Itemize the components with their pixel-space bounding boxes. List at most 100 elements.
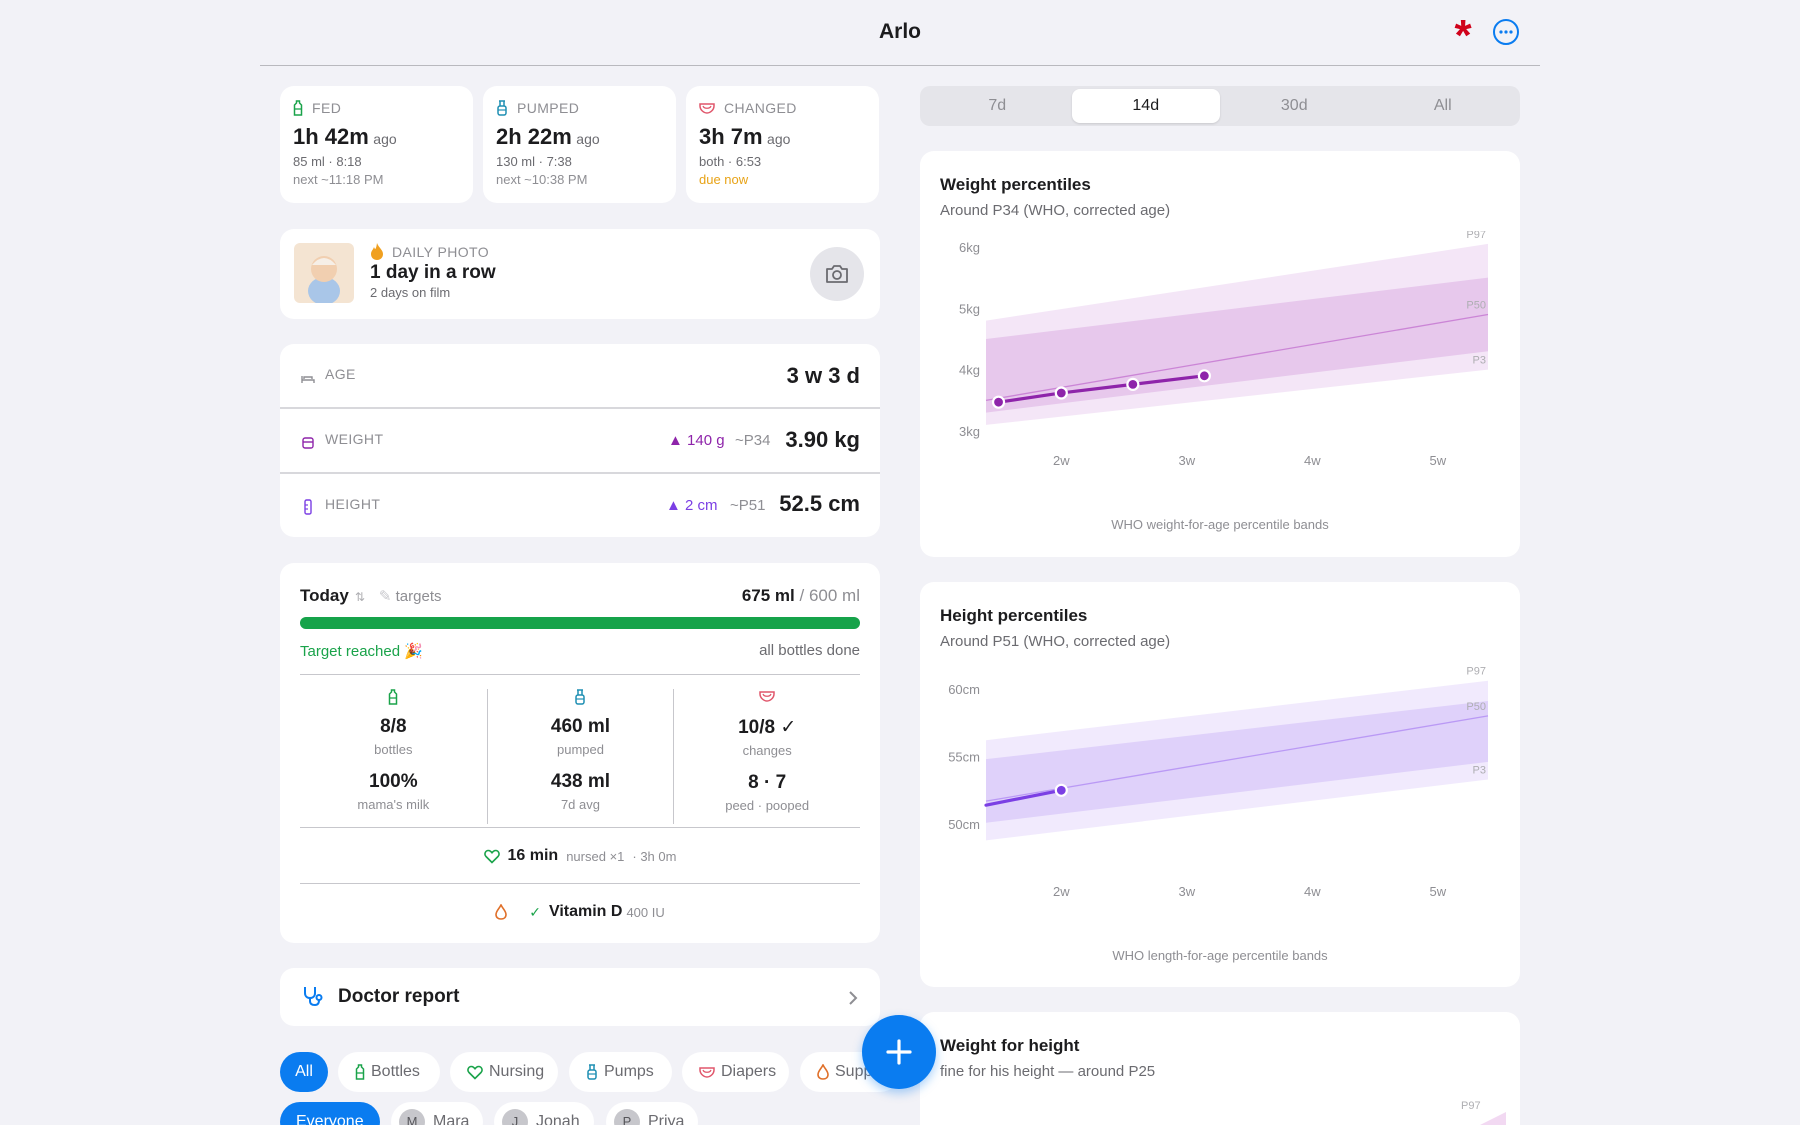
- today-amount: 675 ml: [741, 586, 795, 605]
- avatar: P: [614, 1109, 640, 1125]
- add-entry-button[interactable]: [862, 1015, 936, 1089]
- diaper-icon: [674, 689, 860, 709]
- chevron-right-icon: [849, 991, 858, 1005]
- camera-button[interactable]: [810, 247, 864, 301]
- age-row[interactable]: AGE 3 w 3 d: [280, 344, 880, 408]
- age-label: AGE: [325, 366, 356, 382]
- today-stats: 8/8 bottles 100% mama's milk 460 ml pump…: [300, 675, 860, 838]
- bottle-icon: [293, 100, 303, 116]
- summary-next: due now: [699, 172, 749, 187]
- range-tab-14d[interactable]: 14d: [1071, 89, 1220, 123]
- daily-photo-label: DAILY PHOTO: [392, 243, 489, 260]
- person-chip-everyone[interactable]: Everyone: [280, 1102, 380, 1125]
- ago-label: ago: [767, 131, 791, 147]
- range-tab-30d[interactable]: 30d: [1280, 97, 1308, 114]
- drop-icon: [495, 904, 508, 920]
- percentile-label: P50: [1466, 299, 1486, 311]
- more-options-icon[interactable]: [1492, 18, 1520, 46]
- daily-photo-card[interactable]: DAILY PHOTO 1 day in a row 2 days on fil…: [280, 229, 880, 319]
- filter-chip-label: All: [295, 1063, 313, 1080]
- series-line: [996, 374, 1206, 404]
- filter-chip-all[interactable]: All: [280, 1052, 328, 1092]
- data-point: [1126, 377, 1140, 391]
- nursing-row[interactable]: 16 min nursed ×1 · 3h 0m: [280, 847, 880, 865]
- filter-chip-label: Nursing: [489, 1063, 545, 1080]
- vitamin-row[interactable]: ✓ Vitamin D 400 IU: [280, 903, 880, 921]
- summary-label: PUMPED: [517, 100, 580, 116]
- filter-chip-diapers[interactable]: Diapers: [682, 1052, 789, 1092]
- chart-title: Height percentiles: [940, 606, 1088, 625]
- summary-detail: both · 6:53: [699, 154, 762, 169]
- person-name: Jonah: [536, 1113, 580, 1125]
- filter-chip-bottles[interactable]: Bottles: [338, 1052, 440, 1092]
- stat-column: 10/8 ✓ changes 8 · 7 peed · pooped: [673, 689, 860, 824]
- data-point: [1054, 386, 1068, 400]
- stat-primary-label: changes: [742, 743, 792, 758]
- diaper-icon: [699, 1066, 715, 1078]
- age-value: 3 w 3 d: [786, 363, 860, 388]
- series-line: [984, 788, 1063, 807]
- stat-primary: 10/8 ✓: [738, 717, 797, 738]
- targets-link[interactable]: ✎ targets: [379, 587, 442, 605]
- range-tab-all[interactable]: All: [1433, 97, 1452, 114]
- chart-title: Weight for height: [940, 1036, 1080, 1055]
- percentile-band-outer: [986, 243, 1488, 425]
- height-delta: ▲ 2 cm: [666, 497, 718, 514]
- weight-row[interactable]: WEIGHT ▲ 140 g ~P34 3.90 kg: [280, 409, 880, 473]
- swap-icon[interactable]: ⇅: [354, 590, 365, 604]
- stat-column: 8/8 bottles 100% mama's milk: [300, 689, 487, 824]
- x-tick-label: 5w: [1429, 453, 1446, 468]
- percentile-label: P3: [1473, 355, 1486, 367]
- heart-icon: [483, 849, 500, 864]
- chart-caption: WHO weight-for-age percentile bands: [1111, 517, 1329, 532]
- target-reached: Target reached 🎉: [300, 643, 423, 660]
- weight-percentile: ~P34: [735, 432, 771, 449]
- filter-chip-pumps[interactable]: Pumps: [569, 1052, 672, 1092]
- ago-label: ago: [373, 131, 397, 147]
- person-chip-priya[interactable]: P Priya: [606, 1102, 699, 1125]
- streak-subtitle: 2 days on film: [370, 285, 451, 300]
- person-chip-jonah[interactable]: J Jonah: [494, 1102, 594, 1125]
- nursing-detail: nursed ×1: [566, 848, 625, 864]
- summary-label: CHANGED: [724, 100, 797, 116]
- pump-icon: [496, 100, 508, 116]
- summary-card-pumped[interactable]: PUMPED 2h 22m ago 130 ml · 7:38 next ~10…: [483, 86, 676, 203]
- bottle-icon: [355, 1064, 365, 1080]
- nursing-since: · 3h 0m: [632, 848, 677, 864]
- median-line: [985, 715, 1489, 802]
- drop-icon: [817, 1064, 829, 1080]
- nursing-minutes: 16 min: [507, 847, 559, 864]
- chart-subtitle: Around P34 (WHO, corrected age): [940, 202, 1171, 219]
- stat-secondary-label: peed · pooped: [725, 798, 810, 813]
- median-line: [985, 313, 1489, 401]
- range-tab-7d[interactable]: 7d: [988, 97, 1007, 114]
- summary-card-fed[interactable]: FED 1h 42m ago 85 ml · 8:18 next ~11:18 …: [280, 86, 473, 203]
- targets-label: targets: [395, 588, 442, 605]
- filter-chip-nursing[interactable]: Nursing: [450, 1052, 558, 1092]
- elapsed-time: 2h 22m: [496, 124, 572, 149]
- chart-subtitle: fine for his height — around P25: [940, 1063, 1156, 1080]
- weight-delta: ▲ 140 g: [668, 432, 725, 449]
- summary-card-changed[interactable]: CHANGED 3h 7m ago both · 6:53 due now: [686, 86, 879, 203]
- data-point: [1054, 783, 1068, 797]
- person-chip-mara[interactable]: M Mara: [391, 1102, 484, 1125]
- height-row[interactable]: HEIGHT ▲ 2 cm ~P51 52.5 cm: [280, 474, 880, 537]
- flame-icon: [371, 243, 383, 260]
- weight-value: 3.90 kg: [785, 427, 860, 452]
- chart-caption: WHO length-for-age percentile bands: [1112, 948, 1328, 963]
- data-point: [1197, 369, 1211, 383]
- asterisk-icon[interactable]: *: [1454, 11, 1472, 60]
- pump-icon: [488, 689, 674, 709]
- doctor-report-button[interactable]: Doctor report: [280, 968, 880, 1026]
- y-tick-label: 5kg: [959, 301, 980, 316]
- percentile-label: P97: [1466, 666, 1486, 678]
- stat-secondary-label: mama's milk: [357, 797, 430, 812]
- x-tick-label: 5w: [1429, 884, 1446, 899]
- elapsed-time: 1h 42m: [293, 124, 369, 149]
- y-tick-label: 55cm: [948, 749, 980, 764]
- progress-fill: [300, 617, 860, 629]
- progress-track: [300, 617, 860, 629]
- person-name: Mara: [433, 1113, 470, 1125]
- filter-chip-label: Pumps: [604, 1063, 654, 1080]
- bed-icon: [301, 376, 315, 383]
